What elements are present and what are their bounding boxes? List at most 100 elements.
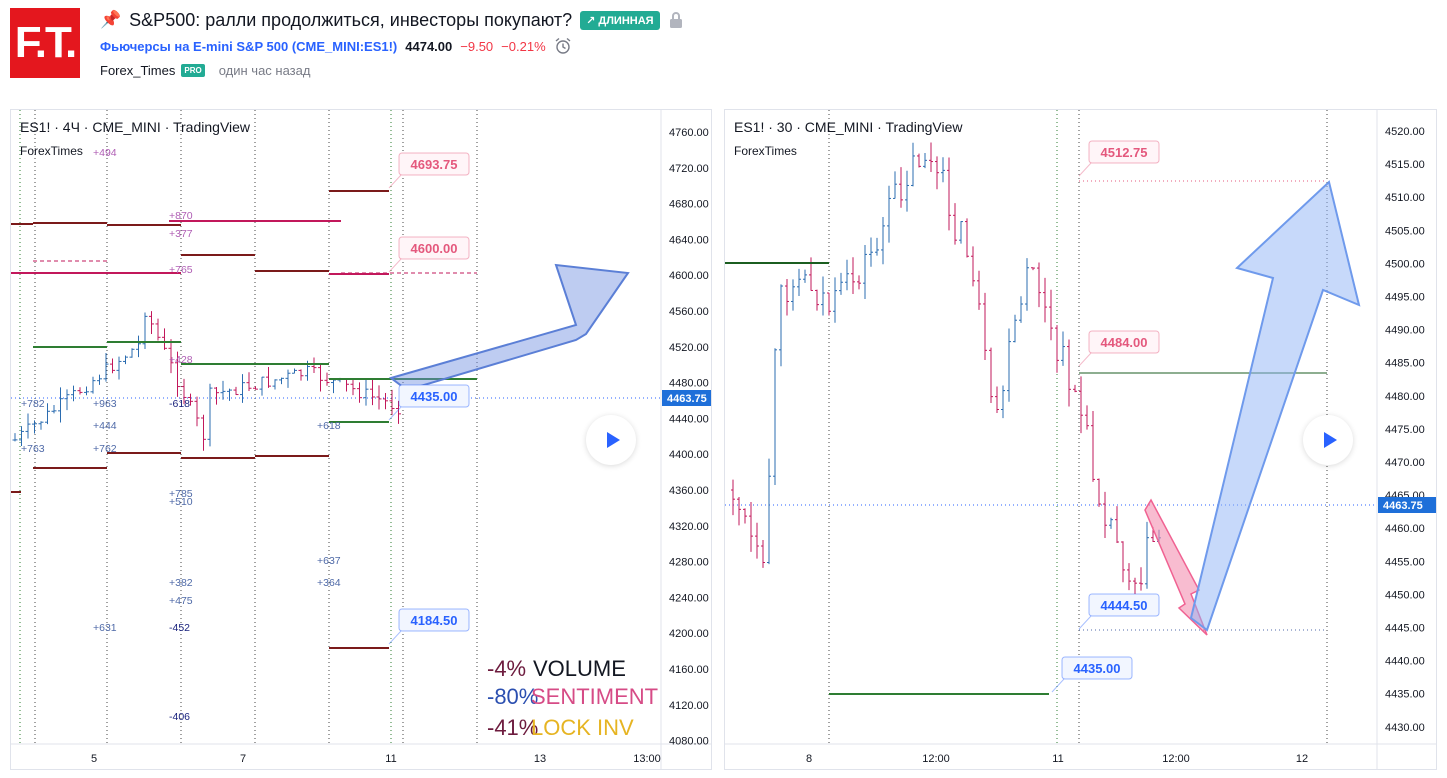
- volume-note: +762: [93, 443, 117, 455]
- current-price-tag: [1378, 497, 1436, 513]
- price-change-percent: −0.21%: [501, 38, 546, 54]
- volume-note: +382: [169, 577, 193, 589]
- volume-note: +631: [93, 622, 117, 634]
- price-label-box: [1088, 330, 1160, 354]
- price-scale-label: 4430.00: [1385, 722, 1425, 734]
- idea-title-row: 📌 S&P500: ралли продолжиться, инвесторы …: [100, 8, 684, 32]
- price-label-box: [398, 236, 470, 260]
- price-scale-label: 4080.00: [669, 736, 709, 748]
- chart-4h-title: ES1! · 4Ч · CME_MINI · TradingView: [20, 119, 251, 135]
- volume-note: +510: [169, 496, 193, 508]
- volume-note: -406: [169, 711, 190, 723]
- author-row: Forex_Times PRO один час назад: [100, 61, 310, 79]
- time-scale-label: 11: [385, 753, 396, 765]
- long-badge: ↗ ДЛИННАЯ: [580, 10, 660, 30]
- stat-label: SENTIMENT: [531, 684, 658, 709]
- price-label-pointer: [1078, 352, 1092, 367]
- price-label: 4484.00: [1101, 335, 1148, 350]
- play-button[interactable]: [586, 415, 636, 465]
- time-scale-label: 5: [91, 753, 97, 765]
- volume-note: -452: [169, 622, 190, 634]
- symbol-row: Фьючерсы на E-mini S&P 500 (CME_MINI:ES1…: [100, 36, 572, 56]
- author-logo[interactable]: F.T.: [10, 8, 80, 78]
- price-label: 4435.00: [1074, 661, 1121, 676]
- play-button[interactable]: [1303, 415, 1353, 465]
- price-change: −9.50: [460, 38, 494, 54]
- current-price-value: 4463.75: [1383, 500, 1423, 512]
- price-label-pointer: [388, 630, 402, 645]
- forecast-arrow: [388, 263, 630, 392]
- price-scale-label: 4500.00: [1385, 258, 1425, 270]
- chart-4h-canvas[interactable]: +494 +870 +377 +765 +428 +782 +963 -618 +444 +618…: [11, 110, 712, 770]
- volume-note: +763: [21, 443, 45, 455]
- current-price-tag: [662, 390, 711, 406]
- price-scale-label: 4160.00: [669, 664, 709, 676]
- chart-4h-subtitle: ForexTimes: [20, 144, 83, 158]
- pro-badge: PRO: [181, 63, 205, 77]
- time-scale-label: 8: [806, 753, 812, 765]
- volume-note: +475: [169, 595, 193, 607]
- price-scale-label: 4360.00: [669, 485, 709, 497]
- price-scale-label: 4455.00: [1385, 556, 1425, 568]
- author-name[interactable]: Forex_Times: [100, 62, 176, 78]
- publish-time: один час назад: [218, 62, 311, 78]
- play-icon: [606, 432, 620, 448]
- current-price-value: 4463.75: [667, 393, 707, 405]
- symbol-name: Фьючерсы на E-mini S&P 500: [100, 38, 289, 54]
- price-label-box: [398, 608, 470, 632]
- price-scale-label: 4485.00: [1385, 358, 1425, 370]
- stat-label: VOLUME: [533, 656, 626, 681]
- price-scale-label: 4450.00: [1385, 589, 1425, 601]
- pin-icon: 📌: [100, 10, 122, 29]
- price-scale-label: 4400.00: [669, 449, 709, 461]
- idea-title: S&P500: ралли продолжиться, инвесторы по…: [129, 9, 573, 30]
- price-label-box: [1088, 593, 1160, 617]
- price-label: 4600.00: [411, 241, 458, 256]
- volume-note: +494: [93, 147, 117, 159]
- price-scale-label: 4600.00: [669, 270, 709, 282]
- price-scale-label: 4480.00: [669, 378, 709, 390]
- price-label-box: [398, 384, 470, 408]
- price-scale-label: 4510.00: [1385, 192, 1425, 204]
- chart-30m-subtitle: ForexTimes: [734, 144, 797, 158]
- price-scale-label: 4475.00: [1385, 424, 1425, 436]
- price-scale-label: 4760.00: [669, 127, 709, 139]
- price-label: 4512.75: [1101, 145, 1148, 160]
- play-icon: [1323, 432, 1337, 448]
- alarm-clock-icon[interactable]: [554, 37, 572, 55]
- price-scale-label: 4480.00: [1385, 391, 1425, 403]
- price-scale-label: 4440.00: [1385, 656, 1425, 668]
- volume-note: +782: [21, 398, 45, 410]
- price-label: 4184.50: [411, 613, 458, 628]
- price-scale-label: 4640.00: [669, 234, 709, 246]
- chart-4h[interactable]: +494 +870 +377 +765 +428 +782 +963 -618 +444 +618…: [10, 109, 712, 770]
- price-label-pointer: [388, 258, 402, 273]
- time-scale-label: 12:00: [1162, 753, 1190, 765]
- volume-note: -618: [169, 398, 190, 410]
- price-label-box: [398, 152, 470, 176]
- price-scale-label: 4320.00: [669, 521, 709, 533]
- symbol-link[interactable]: Фьючерсы на E-mini S&P 500 (CME_MINI:ES1…: [100, 39, 397, 54]
- price-scale-label: 4240.00: [669, 592, 709, 604]
- chart-30m-canvas[interactable]: 4512.75 4484.00 4444.50 4435.00 4520.00 4515…: [725, 110, 1437, 770]
- price-scale-label: 4515.00: [1385, 159, 1425, 171]
- forecast-arrow-up: [1189, 180, 1361, 632]
- chart-30m[interactable]: 4512.75 4484.00 4444.50 4435.00 4520.00 4515…: [724, 109, 1437, 770]
- price-scale-label: 4120.00: [669, 700, 709, 712]
- time-scale-label: 13: [534, 753, 546, 765]
- stat-value: -80%: [487, 684, 538, 709]
- price-scale-label: 4520.00: [1385, 126, 1425, 138]
- symbol-ticker: (CME_MINI:ES1!): [291, 38, 398, 54]
- price-scale-label: 4490.00: [1385, 325, 1425, 337]
- price-scale-label: 4440.00: [669, 413, 709, 425]
- last-price: 4474.00: [405, 38, 453, 54]
- price-label: 4693.75: [411, 157, 458, 172]
- time-scale-label: 12: [1296, 753, 1308, 765]
- volume-note: +637: [317, 555, 341, 567]
- price-label: 4435.00: [411, 389, 458, 404]
- volume-note: +765: [169, 264, 193, 276]
- stat-value: -41%: [487, 715, 538, 740]
- volume-note: +377: [169, 228, 193, 240]
- price-scale-label: 4495.00: [1385, 292, 1425, 304]
- price-label-pointer: [1078, 615, 1092, 630]
